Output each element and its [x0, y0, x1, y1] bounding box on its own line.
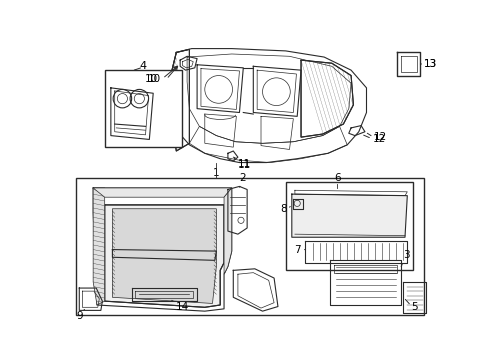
Text: 7: 7: [294, 245, 301, 255]
Polygon shape: [224, 188, 231, 274]
Text: 10: 10: [144, 75, 158, 84]
Bar: [76, 178, 424, 315]
Text: 1: 1: [213, 168, 219, 178]
Polygon shape: [93, 188, 104, 305]
Text: 12: 12: [372, 134, 385, 144]
Text: 11: 11: [238, 160, 251, 170]
Text: 10: 10: [147, 73, 161, 84]
Text: 5: 5: [410, 302, 417, 311]
Text: 13: 13: [423, 59, 436, 69]
Text: 12: 12: [373, 132, 386, 142]
Bar: [285, 182, 412, 270]
Polygon shape: [93, 188, 231, 197]
Text: 4: 4: [140, 61, 146, 71]
Text: 8: 8: [280, 204, 286, 214]
Text: 9: 9: [76, 311, 82, 321]
Text: 3: 3: [403, 250, 409, 260]
Text: 6: 6: [333, 173, 340, 183]
Text: 11: 11: [238, 159, 251, 169]
Polygon shape: [291, 194, 407, 237]
Text: 14: 14: [176, 302, 189, 312]
Text: 13: 13: [424, 59, 437, 69]
Polygon shape: [112, 209, 216, 303]
Text: 2: 2: [239, 173, 245, 183]
Bar: [104, 70, 182, 147]
Polygon shape: [104, 205, 224, 307]
